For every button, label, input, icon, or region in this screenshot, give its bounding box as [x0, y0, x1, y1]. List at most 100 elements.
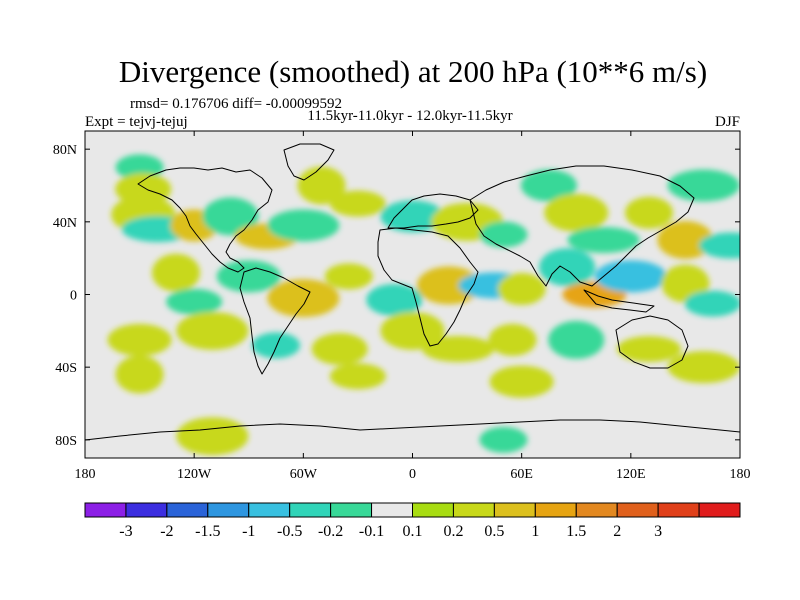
field-blob — [497, 273, 546, 306]
field-blob — [107, 323, 172, 356]
period-subtitle: 11.5kyr-11.0kyr - 12.0kyr-11.5kyr — [307, 108, 512, 124]
coast-south-america — [239, 267, 311, 375]
field-blob — [115, 154, 164, 181]
field-blob — [115, 355, 164, 394]
colorbar-swatch — [207, 502, 250, 518]
colorbar-label: -3 — [119, 523, 132, 540]
field-blob — [657, 221, 714, 259]
field-blob — [176, 417, 249, 456]
field-blob — [698, 232, 740, 259]
y-tick-label: 80S — [55, 434, 77, 449]
colorbar-label: -0.5 — [277, 523, 302, 540]
field-blob — [544, 193, 609, 232]
coast-australia — [615, 315, 689, 369]
field-blob — [267, 279, 340, 318]
field-blob — [151, 253, 200, 292]
field-blob — [617, 336, 682, 362]
field-blob — [176, 311, 249, 350]
coast-europe — [387, 193, 479, 229]
field-blob — [539, 248, 596, 287]
colorbar-swatch — [371, 502, 413, 518]
colorbar-label: -2 — [160, 523, 173, 540]
colorbar-swatch — [412, 502, 454, 518]
x-tick-label: 120E — [616, 467, 646, 482]
colorbar-label: 1.5 — [566, 523, 586, 540]
field-blob — [267, 209, 340, 242]
colorbar-swatch — [698, 502, 741, 518]
colorbar-swatch — [575, 502, 618, 518]
x-tick-label: 60E — [510, 467, 533, 482]
divergence-field — [107, 154, 740, 456]
colorbar-label: 1 — [531, 523, 539, 540]
x-axis: 180 120W 60W 0 60E 120E 180 — [75, 131, 751, 482]
field-blob — [567, 227, 640, 253]
stats-text: rmsd= 0.176706 diff= -0.00099592 — [130, 96, 342, 112]
field-blob — [324, 263, 373, 290]
y-tick-label: 80N — [53, 143, 77, 158]
field-blob — [202, 197, 259, 236]
field-blob — [329, 190, 386, 217]
field-blob — [594, 260, 667, 293]
colorbar-label: 0.2 — [443, 523, 463, 540]
field-blob — [479, 426, 528, 453]
colorbar-swatch — [493, 502, 536, 518]
colorbar-swatch — [84, 502, 127, 518]
colorbar-swatch — [248, 502, 291, 518]
field-blob — [216, 260, 281, 293]
field-blob — [115, 173, 172, 206]
field-blob — [520, 169, 577, 202]
field-blob — [479, 221, 528, 248]
field-blob — [380, 311, 445, 350]
colorbar-swatch — [289, 502, 332, 518]
colorbar-swatch — [330, 502, 373, 518]
colorbar-swatch — [657, 502, 700, 518]
field-blob — [311, 333, 368, 365]
colorbar-label: 0.1 — [403, 523, 423, 540]
field-blob — [416, 266, 481, 305]
colorbar-label: -0.2 — [318, 523, 343, 540]
experiment-label: Expt = tejvj-tejuj — [85, 114, 188, 130]
coast-africa — [377, 227, 479, 347]
colorbar-label: 2 — [613, 523, 621, 540]
x-tick-label: 120W — [177, 467, 212, 482]
field-blob — [489, 365, 554, 398]
field-blob — [684, 290, 740, 317]
season-label: DJF — [715, 114, 740, 130]
colorbar-swatch — [616, 502, 659, 518]
field-blob — [166, 288, 223, 315]
coast-north-america — [137, 167, 273, 273]
field-blob — [380, 200, 445, 233]
x-tick-label: 0 — [409, 467, 416, 482]
field-blob — [548, 320, 605, 359]
colorbar-swatch — [534, 502, 577, 518]
colorbar-label: -1.5 — [195, 523, 220, 540]
colorbar-swatch — [452, 502, 495, 518]
colorbar-label: -1 — [242, 523, 255, 540]
map-panel — [85, 131, 740, 458]
x-tick-label: 180 — [75, 467, 96, 482]
coast-antarctica — [85, 419, 740, 441]
coastlines — [85, 143, 740, 441]
colorbar-label: 0.5 — [484, 523, 504, 540]
y-axis: 80N 40N 0 40S 80S — [53, 143, 740, 449]
y-tick-label: 40S — [55, 361, 77, 376]
coast-asia — [469, 165, 695, 287]
field-blob — [252, 332, 301, 359]
field-blob — [421, 336, 494, 362]
colorbar-swatch — [125, 502, 168, 518]
field-blob — [667, 351, 740, 384]
y-tick-label: 0 — [70, 289, 77, 304]
coast-indonesia — [583, 289, 655, 313]
field-blob — [625, 196, 674, 229]
field-blob — [329, 363, 386, 390]
field-blob — [667, 169, 740, 202]
chart-title: Divergence (smoothed) at 200 hPa (10**6 … — [119, 54, 707, 89]
colorbar-swatch — [166, 502, 209, 518]
x-tick-label: 60W — [290, 467, 318, 482]
colorbar-label: -0.1 — [359, 523, 384, 540]
coast-greenland — [283, 143, 335, 181]
x-tick-label: 180 — [730, 467, 751, 482]
y-tick-label: 40N — [53, 216, 77, 231]
